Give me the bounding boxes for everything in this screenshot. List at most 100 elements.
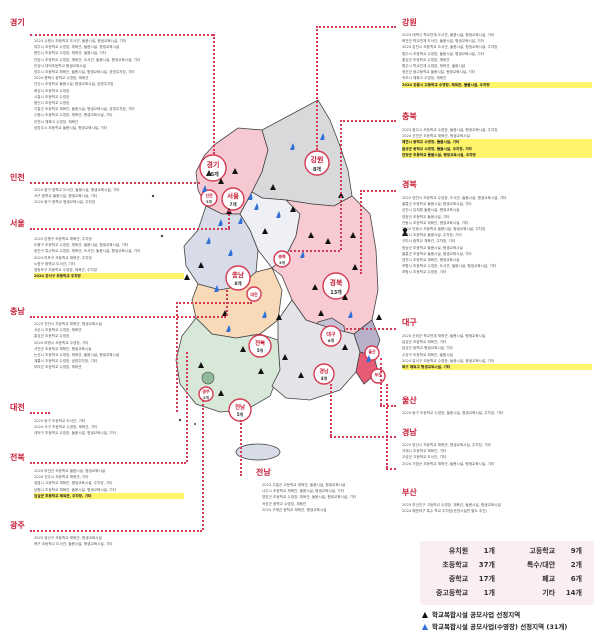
list-item: 2023 광산구 초등학교 체육관, 평생교육시설 <box>34 536 102 540</box>
connector-seoul <box>30 228 230 230</box>
region-list-gyeongbuk: 2023 영천시 초등학교 수영장, 도서관, 돌봄시설, 평생교육시설, 기타… <box>402 195 592 276</box>
list-item: 정선군 중고등학교 돌봄시설, 평생교육시설, 기타 <box>402 70 475 75</box>
map-label-daejeon: 대전 <box>250 291 258 297</box>
stats-cell: 중학교 <box>448 575 469 583</box>
map-label-gwangju: 광주 <box>202 388 210 394</box>
connector-jeonnam <box>240 420 242 476</box>
map-label-chungbuk: 충북 <box>278 253 286 259</box>
stats-row: 유치원 1개 고등학교 9개 <box>420 544 594 558</box>
list-item: 2023 군위군 학교연계 체육관, 돌봄시설, 평생교육시설 <box>402 334 486 338</box>
connector-chungnam <box>30 316 226 318</box>
connector-gyeongbuk-v <box>360 190 362 274</box>
connector-gyeongbuk <box>360 190 396 192</box>
connector-gwangju <box>30 530 202 532</box>
list-item: 울릉군 초등학교 돌봄시설, 평생교육시설, 기타 <box>402 251 472 256</box>
map-label-jeonnam: 전남 <box>235 403 245 411</box>
list-item: 2023 수원시 초등학교 도서관, 돌봄시설, 평생교육시설, 기타 <box>34 39 127 43</box>
list-item: 안성시 대덕초등학교 평생교육시설 <box>34 63 86 68</box>
list-item: 포항시 초등학교 수영장, 기타 <box>402 270 447 275</box>
map-count-jeonbuk: 5개 <box>257 347 264 353</box>
stats-cell: 2개 <box>570 561 582 569</box>
region-list-gangwon: 2023 태백시 학교연계 도서관, 돌봄시설, 평생교육시설, 기타 화천군 학… <box>402 32 592 88</box>
stats-cell: 유치원 <box>448 547 469 555</box>
stats-cell: 6개 <box>570 575 582 583</box>
connector-busan-v <box>386 384 388 468</box>
list-item: 2023 고흥군 고등학교 체육관, 돌봄시설, 평생교육시설 <box>262 483 346 487</box>
map-count-jeonnam: 5개 <box>237 411 244 417</box>
list-item: 울릉군 초등학교 돌봄시설, 평생교육시설, 기타 <box>402 202 472 207</box>
connector-gangwon-h <box>316 26 396 28</box>
list-item: 수성구 초등학교 체육관, 돌봄시설 <box>402 352 453 357</box>
stats-cell: 1개 <box>483 547 495 555</box>
list-item: 곡성군 중학교 수영장, 체육관 <box>262 501 307 506</box>
region-title-gwangju: 광주 <box>10 521 25 530</box>
list-item: 달성군 초등학교 체육관, 기타 <box>402 340 447 345</box>
list-item-highlight: 단양군 초등학교 돌봄시설, 평생교육시설, 주차장 <box>402 151 592 159</box>
list-item: 청송군 초등학교 돌봄시설, 평생교육시설 <box>402 245 463 250</box>
connector-gyeongnam <box>330 436 396 438</box>
list-item: 2023 음주시 초등학교 수영장, 돌봄시설, 평생교육시설, 주차장 <box>402 128 498 132</box>
list-item: 기흥군 초등학교 체육관, 돌봄시설, 평생교육시설, 공영주차장, 기타 <box>34 107 135 112</box>
list-item: 2024 마포구 초등학교 체육관, 주차장 <box>34 255 92 260</box>
region-title-seoul: 서울 <box>10 219 25 228</box>
region-list-gyeonggi: 2023 수원시 초등학교 도서관, 돌봄시설, 평생교육시설, 기타 여주시 초… <box>34 38 209 131</box>
list-item: 노원구 중학교 도서관, 기타 <box>34 261 75 266</box>
region-title-gyeongnam: 경남 <box>402 428 417 437</box>
stats-cell: 기타 <box>542 589 556 597</box>
connector-daejeon-h2 <box>176 302 252 304</box>
map-count-gyeonggi: 15개 <box>207 171 219 178</box>
region-title-daegu: 대구 <box>402 318 417 327</box>
list-item: 부여군 초등학교 수영장, 체육관 <box>34 365 82 370</box>
region-list-daejeon: 2023 동구 초등학교 도서관, 기타 2024 서구 초등학교 수영장, 체육… <box>34 418 174 437</box>
list-item: 2024 춘천시 초등학교 도서관, 돌봄시설, 평생교육시설, 주차장 <box>402 45 498 50</box>
stats-cell: 1개 <box>483 589 495 597</box>
list-item: 2023 양산시 초등학교 체육관, 평생교육시설, 주차장, 기타 <box>402 443 491 447</box>
region-list-jeonbuk: 2023 부안군 초등학교 돌봄시설, 평생교육시설 2024 전주시 초등학교 … <box>34 468 184 500</box>
connector-ulsan <box>380 405 396 407</box>
list-item: 북구 초등학교 도서관, 돌봄시설, 평생교육시설, 기타 <box>34 542 113 547</box>
list-item: 2024 동구 중학교 평생교육시설, 주차장 <box>34 200 96 205</box>
list-item: 2024 달서구 초등학교 수영장, 돌봄시설, 평생교육시설, 기타 <box>402 358 495 363</box>
region-list-busan: 2023 부산진구 고등학교 수영장, 체육관, 돌봄시설, 평생교육시설 202… <box>402 502 592 514</box>
list-item: 대덕구 초등학교 수영장, 돌봄시설, 평생교육시설, 기타 <box>34 431 116 436</box>
connector-daegu <box>346 328 396 330</box>
connector-daejeon <box>30 412 50 414</box>
region-title-gyeonggi: 경기 <box>10 18 25 27</box>
blue-marker-icon: ▲ <box>421 622 429 631</box>
region-title-jeonnam: 전남 <box>256 468 271 477</box>
list-item: 2024 서구 초등학교 수영장, 체육관, 기타 <box>34 425 98 430</box>
connector-incheon <box>30 182 200 184</box>
stats-row: 중고등학교 1개 기타 14개 <box>420 586 594 600</box>
region-title-gangwon: 강원 <box>402 18 417 27</box>
list-item: 2024 평택시 중학교 수영장, 체육관 <box>34 76 89 81</box>
list-item: 서구 중학교 돌봄시설, 평생교육시설, 기타 <box>34 194 98 199</box>
list-item: 남원시 초등학교 체육관, 돌봄시설, 평생교육시설, 기타 <box>34 487 116 492</box>
list-item: 2024 진천군 초등학교 체육관, 평생교육시설 <box>402 134 470 139</box>
connector-busan <box>386 468 396 470</box>
list-item: 2023 부산진구 고등학교 수영장, 체육관, 돌봄시설, 평생교육시설 <box>402 503 501 507</box>
connector-chungbuk-v <box>340 120 342 250</box>
list-item: 계룡시 초등학교 수영장, 공영주차장, 기타 <box>34 359 98 364</box>
connector-seoul-v <box>228 210 230 228</box>
region-list-chungnam: 2023 천안시 초등학교 체육관, 평생교육시설 서산시 초등학교 수영장, 체… <box>34 321 174 371</box>
region-title-jeonbuk: 전북 <box>10 453 25 462</box>
stats-cell: 37개 <box>478 561 495 569</box>
connector-chungbuk <box>340 120 396 122</box>
list-item: 이천시 체육고 수영장, 체육관 <box>34 119 79 124</box>
list-item: 2024 구례군 중학교 체육관, 평생교육시설 <box>262 507 327 512</box>
map-label-ulsan: 울산 <box>369 349 376 354</box>
list-item: 2023 천안시 초등학교 체육관, 평생교육시설 <box>34 322 102 326</box>
region-title-incheon: 인천 <box>10 173 25 182</box>
region-title-daejeon: 대전 <box>10 403 25 412</box>
list-item: 2024 해운대구 특수 학교 주차장(운영시설만 별도 추진) <box>402 509 487 514</box>
list-item: 원주시 초등학교 수영장, 돌봄시설, 평생교육시설, 기타 <box>402 51 484 56</box>
map-label-gangwon: 강원 <box>311 155 324 164</box>
region-title-gyeongbuk: 경북 <box>402 180 417 189</box>
map-label-jeonbuk: 전북 <box>255 339 265 347</box>
list-item: 거제시 초등학교 체육관, 기타 <box>402 449 447 454</box>
list-item-highlight: 제천시 중학교 수영장, 돌봄시설, 기타 <box>402 139 592 146</box>
legend-black: ▲ 학교복합시설 공모사업 선정지역 <box>421 610 521 619</box>
